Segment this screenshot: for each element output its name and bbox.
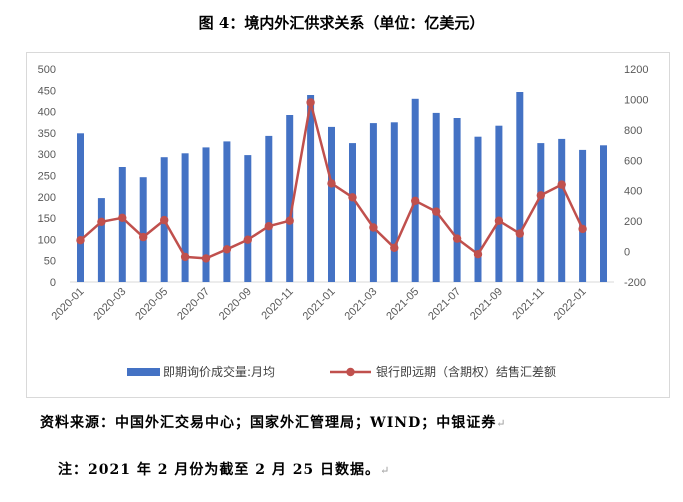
chart-frame xyxy=(26,52,670,398)
x-tick-label: 2022-01 xyxy=(552,286,589,323)
line-point xyxy=(118,213,127,222)
x-tick-label: 2020-07 xyxy=(175,286,212,323)
bar xyxy=(244,155,252,282)
bar xyxy=(97,198,105,282)
line-point xyxy=(160,215,169,225)
line-point xyxy=(452,234,462,243)
bar xyxy=(537,143,545,282)
bar xyxy=(453,118,461,282)
figure-title: 图 4：境内外汇供求关系（单位：亿美元） xyxy=(198,14,485,32)
bar xyxy=(495,125,503,282)
bar xyxy=(286,115,294,282)
bar xyxy=(474,136,482,282)
line-point xyxy=(494,216,504,225)
y-right-tick-label: 400 xyxy=(624,186,642,198)
x-tick-label: 2021-03 xyxy=(342,286,379,323)
line-point xyxy=(201,254,211,263)
bar xyxy=(307,95,315,282)
bar xyxy=(349,143,356,282)
x-tick-label: 2021-09 xyxy=(468,286,505,323)
y-left-tick-label: 450 xyxy=(38,85,56,97)
bar xyxy=(223,141,231,282)
line-point xyxy=(327,179,336,188)
bar xyxy=(328,126,335,283)
line-point xyxy=(578,224,587,234)
source-line: 资料来源：中国外汇交易中心；国家外汇管理局；WIND；中银证券↵ xyxy=(40,412,506,432)
legend-line-label: 银行即远期（含期权）结售汇差额 xyxy=(376,364,556,379)
line-point xyxy=(432,207,441,216)
line-point xyxy=(557,180,566,189)
y-right-tick-label: 1200 xyxy=(624,64,648,76)
y-left-tick-label: 500 xyxy=(38,64,56,76)
y-right-tick-label: 1000 xyxy=(624,94,648,106)
x-tick-label: 2020-05 xyxy=(133,286,170,323)
legend-bar-label: 即期询价成交量:月均 xyxy=(163,364,275,379)
y-right-tick-label: 200 xyxy=(624,216,642,228)
line-point xyxy=(473,250,483,259)
line-point xyxy=(97,217,106,226)
bar xyxy=(118,167,126,282)
bar xyxy=(77,133,84,282)
y-left-tick-label: 50 xyxy=(44,256,56,268)
line-point xyxy=(515,229,524,238)
source-text: 资料来源：中国外汇交易中心；国家外汇管理局；WIND；中银证券 xyxy=(40,415,497,431)
x-tick-label: 2021-11 xyxy=(510,286,546,322)
bar xyxy=(558,138,566,282)
y-left-tick-label: 0 xyxy=(50,277,56,289)
y-left-tick-label: 250 xyxy=(38,171,56,183)
note-text: 注：2021 年 2 月份为截至 2 月 25 日数据。 xyxy=(58,462,381,478)
line-point xyxy=(222,245,232,254)
line-point xyxy=(411,196,420,205)
x-tick-label: 2020-09 xyxy=(217,286,254,323)
legend-line-marker xyxy=(346,367,355,377)
bar xyxy=(181,153,189,282)
x-tick-label: 2021-01 xyxy=(301,286,338,323)
y-left-tick-label: 400 xyxy=(38,107,56,119)
bar xyxy=(411,98,419,282)
line-point xyxy=(369,223,378,232)
y-left-tick-label: 150 xyxy=(38,213,56,225)
line-point xyxy=(76,236,85,245)
bar xyxy=(516,92,524,282)
line-point xyxy=(536,191,545,200)
x-tick-label: 2020-11 xyxy=(259,286,295,322)
bar xyxy=(265,135,273,282)
y-right-tick-label: 800 xyxy=(624,125,642,137)
y-left-tick-label: 300 xyxy=(38,149,56,161)
legend-bar-swatch xyxy=(127,368,160,376)
y-right-tick-label: 600 xyxy=(624,155,642,167)
x-tick-label: 2021-07 xyxy=(426,286,463,323)
line-point xyxy=(139,232,148,242)
bar xyxy=(579,149,587,282)
x-tick-label: 2020-03 xyxy=(91,286,128,323)
bar xyxy=(390,122,398,283)
y-right-tick-label: -200 xyxy=(624,277,646,289)
bar xyxy=(432,112,440,283)
bar xyxy=(202,147,210,282)
y-right-tick-label: 0 xyxy=(624,247,630,259)
y-left-tick-label: 100 xyxy=(38,234,56,246)
bar xyxy=(139,177,147,282)
line-point xyxy=(180,252,190,262)
bar xyxy=(369,123,377,282)
return-mark-note: ↵ xyxy=(380,464,391,477)
return-mark: ↵ xyxy=(496,417,507,430)
line-point xyxy=(306,98,315,107)
line-point xyxy=(285,216,294,225)
line-point xyxy=(348,193,357,202)
x-tick-label: 2021-05 xyxy=(384,286,421,323)
bar xyxy=(600,145,607,282)
line-point xyxy=(264,222,273,231)
note-line: 注：2021 年 2 月份为截至 2 月 25 日数据。↵ xyxy=(58,459,390,479)
x-tick-label: 2020-01 xyxy=(50,286,87,323)
y-left-tick-label: 200 xyxy=(38,192,56,204)
line-point xyxy=(243,235,252,244)
y-left-tick-label: 350 xyxy=(38,128,56,140)
line-point xyxy=(390,243,399,252)
